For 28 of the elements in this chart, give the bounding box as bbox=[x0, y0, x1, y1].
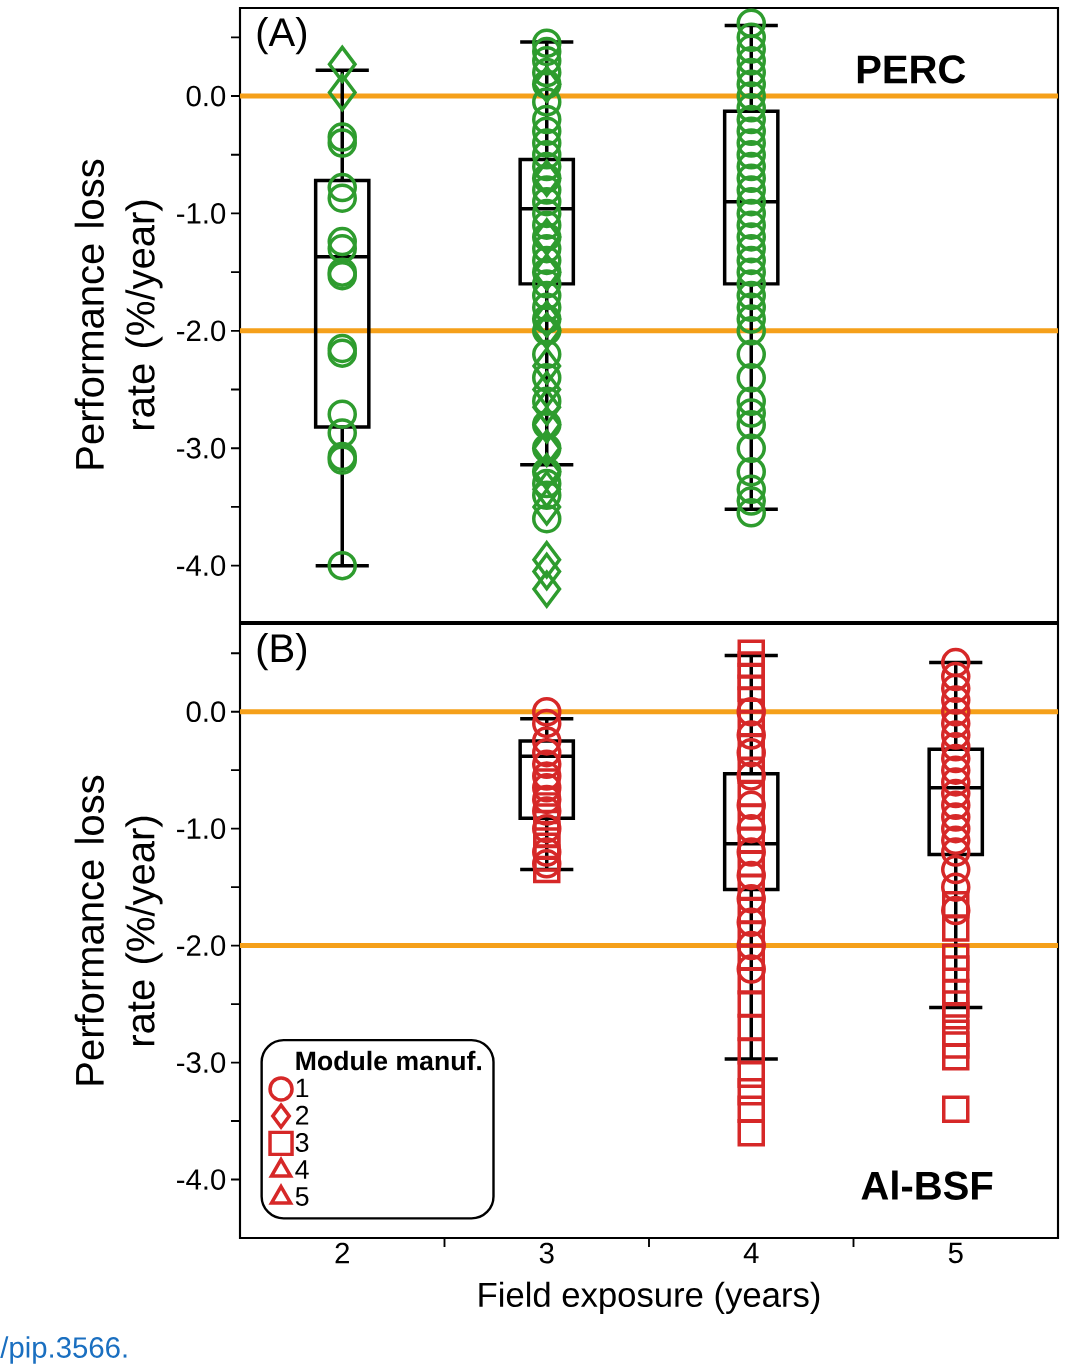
legend-title: Module manuf. bbox=[296, 1050, 481, 1071]
y-tick-label: -1.0 bbox=[177, 203, 226, 224]
annotation: (A) bbox=[257, 17, 307, 55]
text: /pip.3566. bbox=[0, 1336, 127, 1364]
annotation: PERC bbox=[857, 55, 966, 84]
legend-label: 4 bbox=[295, 1160, 309, 1179]
legend-label: 2 bbox=[296, 1105, 309, 1125]
y-tick-label: 0.0 bbox=[186, 85, 226, 107]
legend-label: 5 bbox=[295, 1187, 309, 1206]
y-tick-label: -4.0 bbox=[177, 1169, 226, 1190]
y-tick-label: -2.0 bbox=[177, 935, 226, 956]
legend-label: 3 bbox=[295, 1133, 309, 1152]
y-tick-label: -4.0 bbox=[177, 555, 226, 577]
y-tick-label: -3.0 bbox=[177, 437, 226, 459]
y-tick-label: -1.0 bbox=[177, 818, 226, 840]
annotation: (B) bbox=[257, 633, 307, 671]
y-tick-label: -2.0 bbox=[177, 320, 226, 342]
annotation: Al-BSF bbox=[861, 1170, 993, 1200]
x-tick-label: 5 bbox=[948, 1242, 963, 1264]
x-tick-label: 2 bbox=[335, 1242, 349, 1264]
x-tick-label: 4 bbox=[743, 1242, 759, 1263]
x-axis-title: Field exposure (years) bbox=[479, 1281, 820, 1314]
legend-label: 1 bbox=[296, 1078, 309, 1098]
y-tick-label: 0.0 bbox=[186, 701, 226, 723]
x-tick-label: 3 bbox=[539, 1242, 554, 1264]
y-axis-title: Performance loss rate (%/year) bbox=[74, 775, 163, 1085]
y-tick-label: -3.0 bbox=[177, 1052, 226, 1073]
y-axis-title: Performance loss rate (%/year) bbox=[74, 159, 163, 469]
